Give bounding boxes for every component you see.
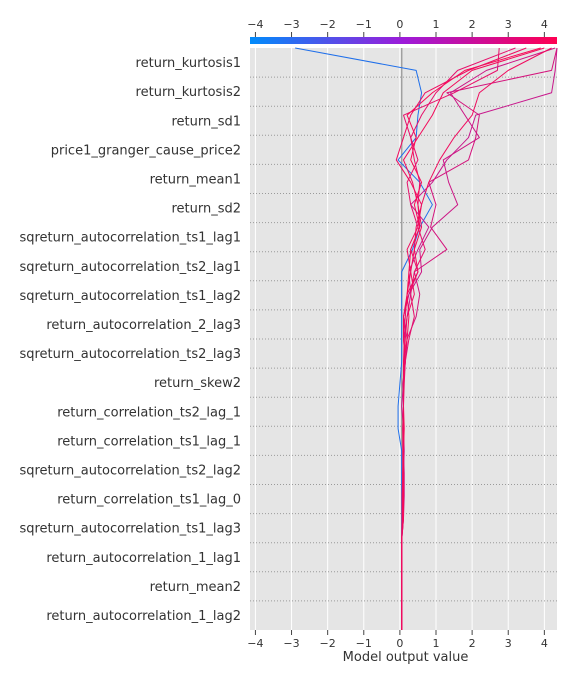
top-tick-label: 1	[433, 18, 440, 31]
bottom-tick-label: 4	[541, 637, 548, 650]
feature-label: return_correlation_ts1_lag_0	[57, 493, 241, 508]
feature-label: return_sd2	[171, 202, 241, 217]
feature-label: sqreturn_autocorrelation_ts1_lag2	[19, 289, 241, 304]
bottom-tick-label: 2	[469, 637, 476, 650]
feature-label: return_kurtosis1	[136, 56, 241, 71]
feature-label: sqreturn_autocorrelation_ts1_lag3	[19, 522, 241, 537]
feature-label: return_mean2	[150, 580, 241, 595]
top-tick-label: −1	[356, 18, 372, 31]
decision-line-10	[395, 47, 527, 630]
feature-label: return_correlation_ts2_lag_1	[57, 405, 241, 420]
bottom-tick-label: −4	[247, 637, 263, 650]
colorbar	[250, 37, 557, 44]
feature-label: return_autocorrelation_1_lag1	[46, 551, 241, 566]
top-tick-label: −4	[247, 18, 263, 31]
top-tick-label: 2	[469, 18, 476, 31]
top-tick-label: 0	[396, 18, 403, 31]
feature-label: return_autocorrelation_2_lag3	[46, 318, 241, 333]
bottom-tick-label: 1	[433, 637, 440, 650]
feature-label: return_skew2	[154, 376, 241, 391]
x-axis-label: Model output value	[343, 650, 469, 665]
top-tick-label: 3	[505, 18, 512, 31]
feature-label: sqreturn_autocorrelation_ts2_lag2	[19, 463, 241, 478]
feature-label: return_sd1	[171, 114, 241, 129]
bottom-tick-label: −2	[320, 637, 336, 650]
feature-label: return_autocorrelation_1_lag2	[46, 609, 241, 624]
bottom-tick-label: −3	[283, 637, 299, 650]
feature-label: price1_granger_cause_price2	[51, 143, 241, 158]
bottom-tick-label: −1	[356, 637, 372, 650]
top-tick-label: 4	[541, 18, 548, 31]
feature-label: return_mean1	[150, 172, 241, 187]
feature-label: sqreturn_autocorrelation_ts1_lag1	[19, 231, 241, 246]
feature-label: sqreturn_autocorrelation_ts2_lag1	[19, 260, 241, 275]
feature-label: return_correlation_ts1_lag_1	[57, 434, 241, 449]
bottom-tick-label: 3	[505, 637, 512, 650]
feature-label: return_kurtosis2	[136, 85, 241, 100]
top-tick-label: −3	[283, 18, 299, 31]
bottom-tick-label: 0	[396, 637, 403, 650]
top-tick-label: −2	[320, 18, 336, 31]
feature-label: sqreturn_autocorrelation_ts2_lag3	[19, 347, 241, 362]
